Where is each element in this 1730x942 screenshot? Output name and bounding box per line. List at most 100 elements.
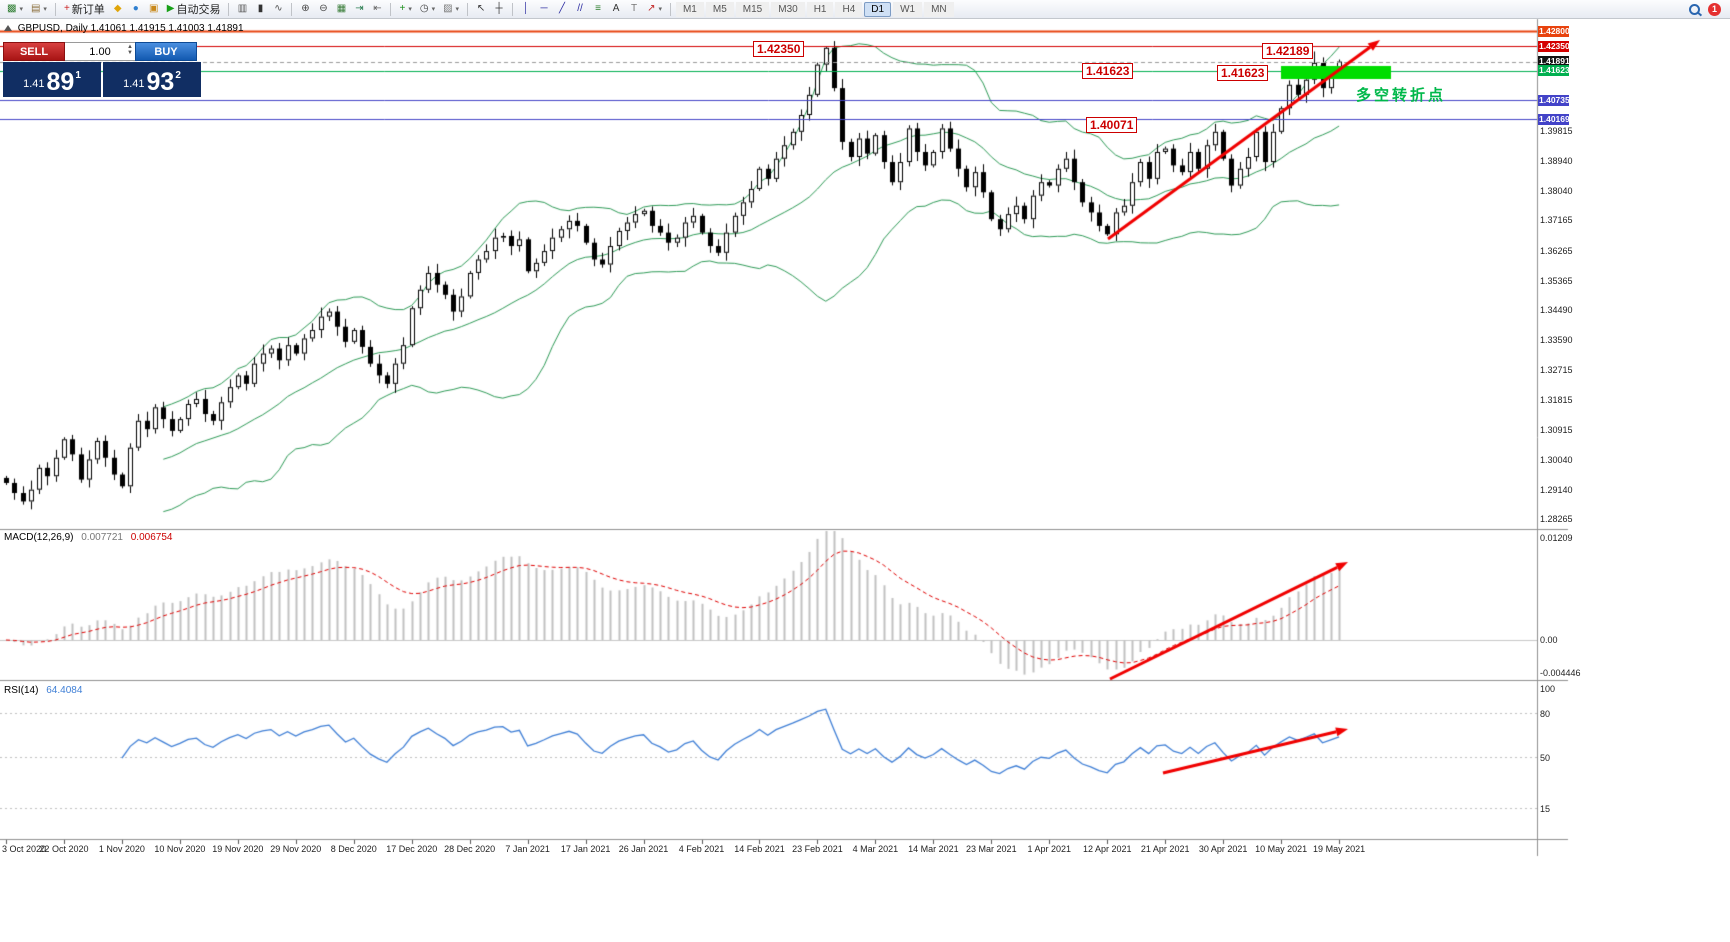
line-chart-icon[interactable]: ∿ [269,1,287,18]
price-scale-label: 1.32715 [1540,364,1573,375]
timeframe-m5[interactable]: M5 [705,1,734,17]
time-axis-label: 19 May 2021 [1313,844,1366,854]
zoom-in-icon[interactable]: ⊕ [296,1,314,18]
macd-label: MACD(12,26,9) [4,532,74,543]
rsi-level-label: 15 [1540,804,1551,815]
price-scale-label: 1.36265 [1540,245,1573,256]
horizontal-line-icon[interactable]: ─ [535,1,553,18]
tile-windows-icon[interactable]: ▦ [332,1,350,18]
messages-icon[interactable]: ▣ [145,1,163,18]
cursor-icon[interactable]: ↖ [472,1,490,18]
price-annotation[interactable]: 1.42189 [1262,43,1314,59]
toolbar-separator [228,2,230,16]
time-axis-label: 23 Mar 2021 [966,844,1017,854]
auto-scroll-icon: ⇥ [355,3,364,14]
chart-note[interactable]: 多空转折点 [1356,87,1447,104]
timeframe-m1[interactable]: M1 [675,1,704,17]
toolbar-separator [291,2,293,16]
auto-scroll-icon[interactable]: ⇥ [350,1,368,18]
sell-button[interactable]: SELL [3,42,65,61]
buy-price-box[interactable]: 1.41 93 2 [103,62,201,97]
channel-icon: // [577,3,583,14]
text-icon[interactable]: A [607,1,625,18]
toolbar-separator [390,2,392,16]
volume-value: 1.00 [89,45,111,58]
label-icon: T [631,3,638,14]
price-scale-label: 1.37165 [1540,215,1573,226]
profiles-icon[interactable]: ▤ ▾ [27,1,51,18]
bar-chart-icon: ▥ [237,3,248,14]
label-icon[interactable]: T [625,1,643,18]
new-order-button[interactable]: + 新订单 [60,1,109,18]
rsi-label: RSI(14) [4,685,39,696]
volume-spinner[interactable]: ▲ ▼ [127,44,133,56]
buy-price-big: 93 [146,67,175,96]
timeframe-h1[interactable]: H1 [806,1,834,17]
templates-icon[interactable]: ▨ ▾ [439,1,463,18]
buy-button[interactable]: BUY [135,42,197,61]
price-scale-tag: 1.40735 [1538,94,1570,106]
buy-price-small: 1.41 [123,78,145,90]
zoom-out-icon[interactable]: ⊖ [314,1,332,18]
toolbar-separator [467,2,469,16]
symbol-ohlc: 1.41061 1.41915 1.41003 1.41891 [90,23,244,34]
price-scale-label: 1.39815 [1540,126,1573,137]
price-scale-label: 1.30040 [1540,454,1573,465]
time-axis-label: 28 Dec 2020 [444,844,496,854]
timeframe-w1[interactable]: W1 [893,1,923,17]
one-click-trade-panel: SELL 1.00 ▲ ▼ BUY 1.41 89 1 1.41 93 2 [3,42,201,97]
timeframe-m15[interactable]: M15 [735,1,770,17]
metaeditor-icon[interactable]: ◆ [109,1,127,18]
notification-badge[interactable]: 1 [1708,2,1721,16]
crosshair-icon[interactable]: ┼ [490,1,508,18]
price-scale-label: 1.38940 [1540,155,1573,166]
price-annotation[interactable]: 1.41623 [1082,63,1134,79]
new-chart-icon[interactable]: ▩ ▾ [3,1,27,18]
timeframe-d1[interactable]: D1 [864,1,892,17]
time-axis-label: 19 Nov 2020 [212,844,264,854]
sell-price-box[interactable]: 1.41 89 1 [3,62,101,97]
chart-shift-icon[interactable]: ⇤ [368,1,386,18]
timeframe-h4[interactable]: H4 [835,1,863,17]
macd-header: MACD(12,26,9) 0.007721 0.006754 [4,532,172,543]
time-axis-label: 10 May 2021 [1255,844,1308,854]
indicators-icon[interactable]: + ▾ [395,1,415,18]
macd-scale-label: 0.00 [1540,635,1558,645]
symbol-marker-icon [4,25,12,31]
market-icon[interactable]: ● [127,1,145,18]
arrows-icon[interactable]: ↗ ▾ [643,1,666,18]
autotrading-button[interactable]: ▶ 自动交易 [163,1,225,18]
rsi-header: RSI(14) 64.4084 [4,685,82,696]
toolbar: ▩ ▾ ▤ ▾ + 新订单 ◆ ● ▣ ▶ 自动交易 ▥ ▮ ∿ ⊕ ⊖ ▦ ⇥ ⇤ + ▾ ◷ ▾ ▨ ▾ ↖ ┼ │ ─ ╱//≡ A T… [0,0,1730,19]
price-scale-tag: 1.41623 [1538,65,1570,77]
price-annotation[interactable]: 1.42350 [753,41,805,57]
time-axis-label: 8 Dec 2020 [330,844,377,854]
channel-icon[interactable]: // [571,1,589,18]
periods-icon[interactable]: ◷ ▾ [416,1,439,18]
bar-chart-icon[interactable]: ▥ [233,1,251,18]
time-axis-label: 17 Dec 2020 [386,844,438,854]
price-annotation[interactable]: 1.40071 [1086,117,1138,133]
timeframe-mn[interactable]: MN [924,1,954,17]
time-axis-label: 1 Apr 2021 [1027,844,1072,854]
search-icon[interactable] [1685,1,1704,18]
macd-main-value: 0.007721 [81,532,123,543]
trendline-icon[interactable]: ╱ [553,1,571,18]
volume-input[interactable]: 1.00 ▲ ▼ [65,42,135,61]
price-scale-label: 1.28265 [1540,514,1573,525]
macd-scale-label: 0.01209 [1540,533,1573,543]
price-annotation[interactable]: 1.41623 [1217,65,1269,81]
chevron-down-icon: ▾ [19,6,23,13]
profiles-icon: ▤ [30,3,41,14]
buy-price-sup: 2 [175,70,181,81]
candlestick-chart-icon[interactable]: ▮ [251,1,269,18]
chevron-down-icon: ▾ [431,6,436,13]
metaeditor-icon: ◆ [113,3,122,14]
timeframe-m30[interactable]: M30 [771,1,805,17]
chevron-down-icon: ▾ [408,6,412,13]
vertical-line-icon[interactable]: │ [517,1,535,18]
fibonacci-icon[interactable]: ≡ [589,1,607,18]
time-axis-label: 14 Feb 2021 [734,844,785,854]
